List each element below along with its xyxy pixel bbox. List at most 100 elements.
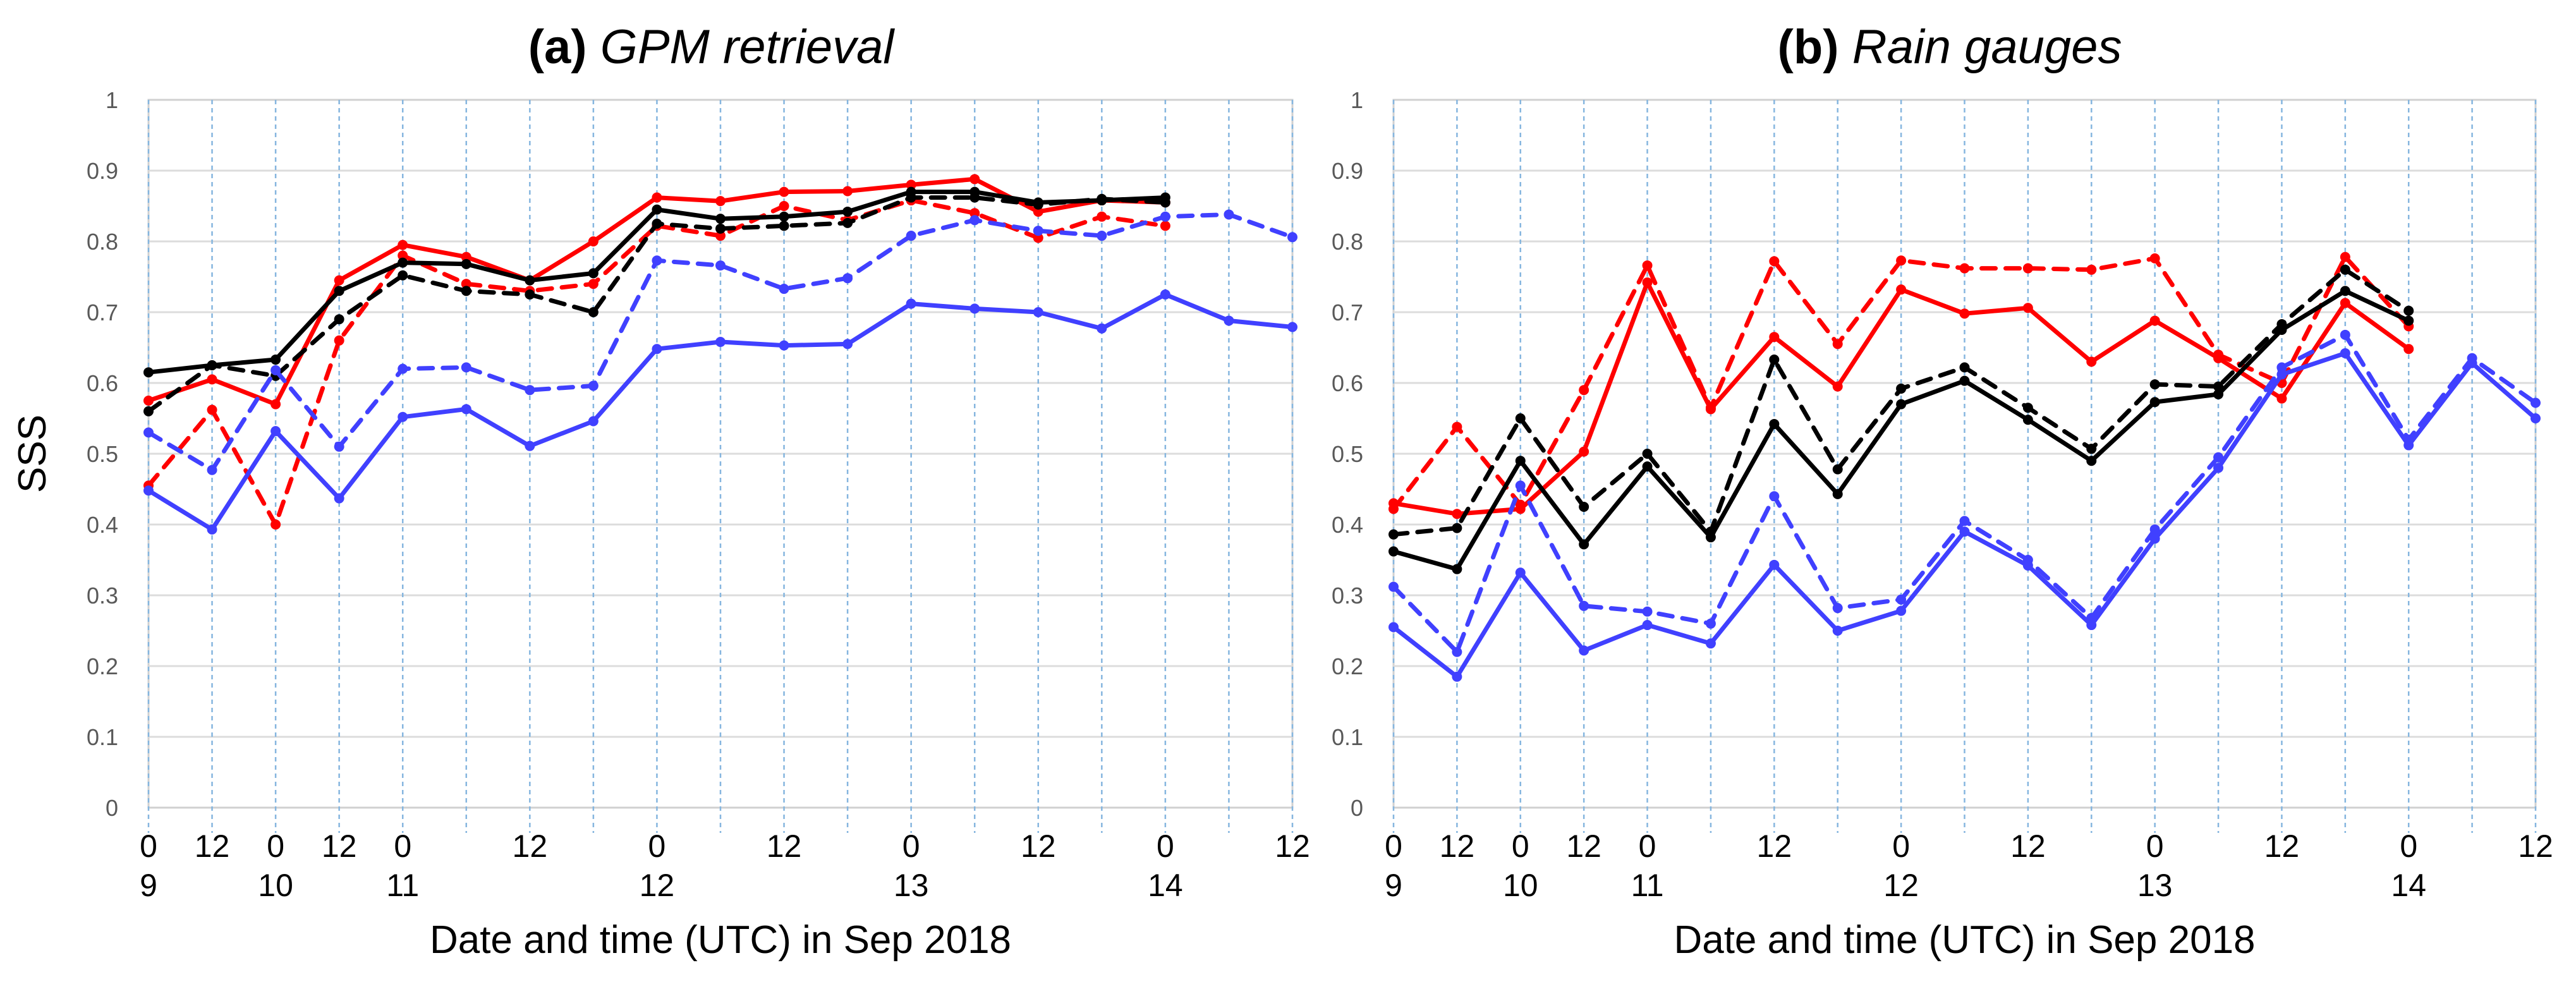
x-tick-day-label: 10: [1503, 868, 1538, 903]
data-point: [1452, 422, 1462, 432]
data-point: [207, 404, 217, 415]
data-point: [2022, 415, 2033, 425]
x-tick-hour-label: 12: [2518, 828, 2553, 864]
data-point: [2213, 349, 2224, 360]
y-tick-label: 0.6: [87, 370, 118, 396]
x-axis-label: Date and time (UTC) in Sep 2018: [430, 918, 1011, 962]
x-tick-hour-label: 12: [767, 828, 802, 864]
data-point: [1224, 315, 1234, 326]
data-point: [906, 192, 916, 203]
data-point: [969, 303, 980, 314]
data-point: [461, 286, 471, 296]
data-point: [2022, 303, 2033, 313]
data-point: [1896, 255, 1907, 266]
data-point: [461, 258, 471, 269]
data-point: [2086, 620, 2097, 631]
data-point: [1097, 231, 1107, 241]
data-point: [779, 221, 789, 231]
data-point: [2086, 356, 2097, 367]
data-point: [1388, 622, 1399, 633]
data-point: [2213, 452, 2224, 463]
x-tick-day-label: 14: [1148, 868, 1183, 903]
data-point: [2276, 362, 2287, 373]
data-point: [2340, 348, 2350, 358]
y-tick-label: 0.7: [1332, 300, 1363, 325]
x-tick-hour-label: 12: [1440, 828, 1475, 864]
y-tick-label: 0.3: [87, 583, 118, 609]
data-point: [1959, 308, 1970, 319]
data-point: [842, 273, 853, 284]
data-point: [334, 286, 344, 296]
y-tick-label: 0.9: [87, 158, 118, 184]
data-point: [1959, 375, 1970, 386]
data-point: [842, 217, 853, 228]
data-point: [2022, 555, 2033, 565]
data-point: [715, 214, 726, 224]
data-point: [1705, 526, 1716, 537]
data-point: [1452, 564, 1462, 574]
x-tick-hour-label: 0: [902, 828, 920, 864]
data-point: [588, 416, 598, 427]
data-point: [2403, 434, 2414, 445]
chart-title-main: GPM retrieval: [600, 20, 896, 74]
data-point: [1388, 581, 1399, 592]
x-tick-hour-label: 0: [1892, 828, 1910, 864]
data-point: [270, 519, 281, 530]
x-tick-day-label: 11: [1631, 868, 1664, 903]
data-point: [842, 206, 853, 217]
data-point: [1705, 618, 1716, 629]
data-point: [2530, 397, 2541, 408]
data-point: [588, 268, 598, 279]
data-point: [1642, 606, 1653, 617]
x-tick-day-label: 9: [140, 868, 157, 903]
data-point: [1287, 232, 1297, 243]
chart-panel-b: 00.10.20.30.40.50.60.70.80.910 12 0 12 0 12 0 1…: [1332, 20, 2553, 962]
y-tick-label: 0.2: [1332, 653, 1363, 679]
data-point: [969, 192, 980, 203]
data-point: [906, 179, 916, 190]
data-point: [906, 298, 916, 309]
data-point: [1033, 307, 1043, 317]
data-point: [715, 231, 726, 241]
y-tick-label: 0.1: [87, 724, 118, 750]
data-point: [207, 464, 217, 475]
data-point: [1515, 499, 1526, 510]
x-tick-hour-label: 12: [1566, 828, 1601, 864]
chart-title-main: Rain gauges: [1852, 20, 2122, 74]
data-point: [1452, 523, 1462, 533]
x-tick-day-label: 13: [2137, 868, 2173, 903]
data-point: [2086, 612, 2097, 623]
x-tick-hour-label: 0: [1512, 828, 1529, 864]
data-point: [1579, 446, 1589, 457]
data-point: [1579, 502, 1589, 512]
series-blue-dashed: [143, 209, 1297, 475]
x-axis-label: Date and time (UTC) in Sep 2018: [1674, 918, 2255, 962]
data-point: [1033, 206, 1043, 217]
data-point: [969, 174, 980, 185]
data-point: [270, 355, 281, 365]
data-point: [2213, 463, 2224, 473]
x-tick-day-label: 10: [258, 868, 293, 903]
data-point: [461, 252, 471, 262]
x-tick-hour-label: 12: [195, 828, 230, 864]
data-point: [588, 307, 598, 317]
x-tick-hour-label: 0: [1385, 828, 1402, 864]
data-point: [2086, 456, 2097, 466]
data-point: [2149, 397, 2160, 408]
data-point: [525, 289, 535, 300]
data-point: [652, 255, 662, 266]
data-point: [652, 204, 662, 215]
data-point: [143, 485, 154, 496]
data-point: [1896, 399, 1907, 410]
data-point: [2022, 403, 2033, 413]
data-point: [715, 196, 726, 207]
data-point: [525, 440, 535, 451]
x-tick-day-label: 12: [640, 868, 675, 903]
data-point: [525, 275, 535, 286]
data-point: [1579, 645, 1589, 656]
y-tick-label: 0.2: [87, 653, 118, 679]
series-blue-solid: [143, 289, 1297, 535]
chart-title-prefix: (a): [528, 20, 600, 74]
data-point: [779, 340, 789, 351]
